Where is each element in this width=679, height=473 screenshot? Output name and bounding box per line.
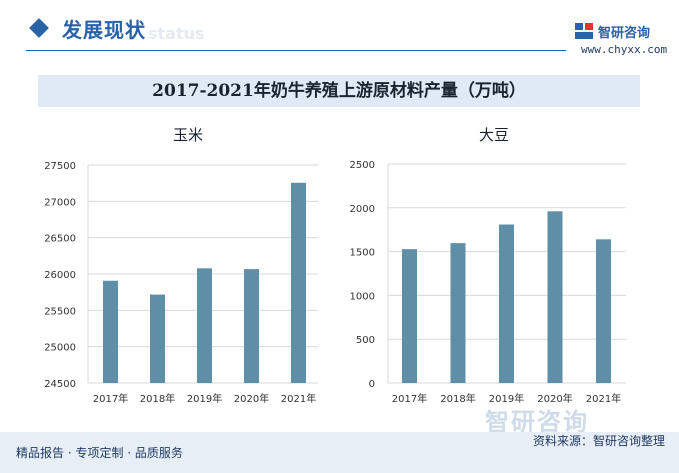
x-tick-label: 2020年 [537,392,572,405]
y-tick-label: 1000 [350,291,375,302]
source-note: 资料来源：智研咨询整理 [532,434,665,448]
bar-2021年 [596,239,611,383]
bar-2018年 [150,294,165,383]
y-tick-label: 26500 [44,234,76,245]
x-tick-label: 2017年 [93,392,128,405]
y-tick-label: 27500 [44,161,76,172]
footer-watermark: 智研咨询 [485,408,589,436]
chart-title: 大豆 [479,126,509,144]
y-tick-label: 24500 [44,379,76,390]
x-tick-label: 2021年 [586,392,621,405]
bar-2017年 [103,280,118,383]
bar-2021年 [291,182,306,383]
diamond-bullet-icon [29,18,49,38]
header: 发展现状 status 智研咨询 www.chyxx.com [0,0,679,58]
footer-tagline: 精品报告 · 专项定制 · 品质服务 [16,446,183,460]
brand-logo-icon [575,23,593,39]
brand-url[interactable]: www.chyxx.com [581,43,668,56]
section-watermark: status [148,24,205,43]
header-divider [26,50,566,51]
bar-2020年 [244,269,259,383]
footer-bar [0,432,679,473]
x-tick-label: 2021年 [281,392,316,405]
bar-2018年 [450,243,466,383]
chart-main-title: 2017-2021年奶牛养殖上游原材料产量（万吨） [152,81,526,101]
y-tick-label: 1500 [350,248,375,259]
brand-name: 智研咨询 [598,26,651,41]
charts-canvas: 玉米24500250002550026000265002700027500201… [44,126,626,405]
y-tick-label: 2000 [350,204,375,215]
y-tick-label: 26000 [44,270,76,281]
title-band: 2017-2021年奶牛养殖上游原材料产量（万吨） [38,75,640,107]
x-tick-label: 2017年 [392,392,427,405]
y-tick-label: 25000 [44,343,76,354]
x-tick-label: 2020年 [234,392,269,405]
y-tick-label: 500 [356,335,375,346]
bar-2019年 [499,224,514,383]
bar-2019年 [197,268,212,383]
x-tick-label: 2019年 [489,392,524,405]
bar-2017年 [402,249,417,383]
chart-title: 玉米 [173,126,203,144]
y-tick-label: 27000 [44,197,76,208]
y-tick-label: 2500 [350,160,375,171]
section-title: 发展现状 [62,18,146,42]
x-tick-label: 2019年 [187,392,222,405]
x-tick-label: 2018年 [140,392,175,405]
y-tick-label: 25500 [44,306,76,317]
bar-2020年 [547,211,563,383]
x-tick-label: 2018年 [440,392,475,405]
y-tick-label: 0 [369,379,375,390]
